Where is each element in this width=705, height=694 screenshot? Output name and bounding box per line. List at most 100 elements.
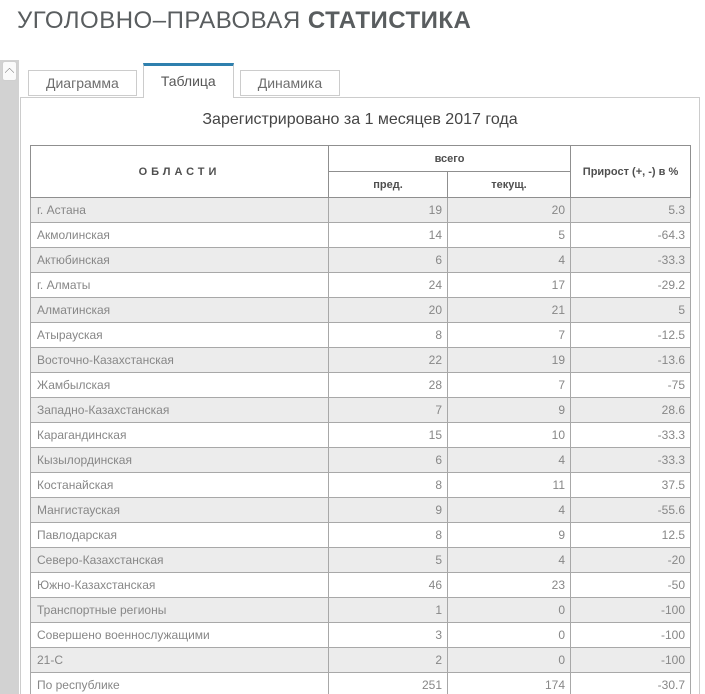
curr-cell: 174 <box>446 672 572 694</box>
region-cell: Костанайская <box>30 472 329 498</box>
curr-cell: 5 <box>446 222 572 248</box>
growth-cell: -20 <box>570 547 692 573</box>
region-cell: Северо-Казахстанская <box>30 547 329 573</box>
region-cell: Мангистауская <box>30 497 329 523</box>
region-cell: По республике <box>30 672 329 694</box>
growth-cell: -75 <box>570 372 692 398</box>
growth-cell: -64.3 <box>570 222 692 248</box>
table-row: Западно-Казахстанская 7 9 28.6 <box>30 397 692 423</box>
prev-cell: 7 <box>328 397 448 423</box>
page-title-regular: УГОЛОВНО–ПРАВОВАЯ <box>17 7 308 34</box>
region-cell: Акмолинская <box>30 222 329 248</box>
prev-cell: 20 <box>328 297 448 323</box>
curr-cell: 19 <box>446 347 572 373</box>
growth-cell: -50 <box>570 572 692 598</box>
growth-cell: -13.6 <box>570 347 692 373</box>
tab-diagram[interactable]: Диаграмма <box>28 70 137 96</box>
table-row: Акмолинская 14 5 -64.3 <box>30 222 692 248</box>
scroll-up-button[interactable] <box>2 61 17 81</box>
table-row: Алматинская 20 21 5 <box>30 297 692 323</box>
curr-cell: 0 <box>446 647 572 673</box>
header-prev: пред. <box>328 171 448 198</box>
curr-cell: 20 <box>446 197 572 223</box>
statistics-table: ОБЛАСТИ всего Прирост (+, -) в % пред. т… <box>30 145 692 694</box>
prev-cell: 9 <box>328 497 448 523</box>
region-cell: Атырауская <box>30 322 329 348</box>
left-scrollbar-track[interactable] <box>0 60 19 694</box>
header-curr: текущ. <box>446 171 572 198</box>
region-cell: Карагандинская <box>30 422 329 448</box>
prev-cell: 8 <box>328 322 448 348</box>
table-row: Мангистауская 9 4 -55.6 <box>30 497 692 523</box>
region-cell: Алматинская <box>30 297 329 323</box>
growth-cell: -33.3 <box>570 247 692 273</box>
table-row: Костанайская 8 11 37.5 <box>30 472 692 498</box>
tab-bar: Диаграмма Таблица Динамика <box>28 63 341 98</box>
prev-cell: 1 <box>328 597 448 623</box>
table-row: Актюбинская 6 4 -33.3 <box>30 247 692 273</box>
curr-cell: 0 <box>446 622 572 648</box>
tab-table[interactable]: Таблица <box>142 63 234 98</box>
prev-cell: 24 <box>328 272 448 298</box>
prev-cell: 6 <box>328 447 448 473</box>
growth-cell: -100 <box>570 647 692 673</box>
curr-cell: 17 <box>446 272 572 298</box>
growth-cell: -12.5 <box>570 322 692 348</box>
table-body: г. Астана 19 20 5.3 Акмолинская 14 5 -64.3 Актюб… <box>30 197 692 694</box>
growth-cell: -100 <box>570 622 692 648</box>
curr-cell: 4 <box>446 547 572 573</box>
region-cell: Павлодарская <box>30 522 329 548</box>
region-cell: Совершено военнослужащими <box>30 622 329 648</box>
table-row: Павлодарская 8 9 12.5 <box>30 522 692 548</box>
content-panel: Зарегистрировано за 1 месяцев 2017 года … <box>20 97 700 694</box>
growth-cell: -29.2 <box>570 272 692 298</box>
region-cell: Жамбылская <box>30 372 329 398</box>
curr-cell: 4 <box>446 447 572 473</box>
curr-cell: 9 <box>446 522 572 548</box>
curr-cell: 10 <box>446 422 572 448</box>
table-row: Кызылординская 6 4 -33.3 <box>30 447 692 473</box>
table-row: Совершено военнослужащими 3 0 -100 <box>30 622 692 648</box>
prev-cell: 8 <box>328 522 448 548</box>
curr-cell: 4 <box>446 497 572 523</box>
prev-cell: 3 <box>328 622 448 648</box>
page-title: УГОЛОВНО–ПРАВОВАЯ СТАТИСТИКА <box>17 7 471 35</box>
table-row: Северо-Казахстанская 5 4 -20 <box>30 547 692 573</box>
page-title-bold: СТАТИСТИКА <box>307 7 472 34</box>
header-growth: Прирост (+, -) в % <box>570 145 692 198</box>
growth-cell: 28.6 <box>570 397 692 423</box>
tab-dynamics[interactable]: Динамика <box>239 70 341 96</box>
region-cell: г. Астана <box>30 197 329 223</box>
curr-cell: 0 <box>446 597 572 623</box>
prev-cell: 46 <box>328 572 448 598</box>
growth-cell: -33.3 <box>570 422 692 448</box>
growth-cell: 12.5 <box>570 522 692 548</box>
curr-cell: 21 <box>446 297 572 323</box>
region-cell: Актюбинская <box>30 247 329 273</box>
table-row: Южно-Казахстанская 46 23 -50 <box>30 572 692 598</box>
prev-cell: 251 <box>328 672 448 694</box>
growth-cell: 5.3 <box>570 197 692 223</box>
table-caption: Зарегистрировано за 1 месяцев 2017 года <box>202 111 518 128</box>
region-cell: Кызылординская <box>30 447 329 473</box>
prev-cell: 15 <box>328 422 448 448</box>
table-row: г. Алматы 24 17 -29.2 <box>30 272 692 298</box>
table-row: г. Астана 19 20 5.3 <box>30 197 692 223</box>
curr-cell: 4 <box>446 247 572 273</box>
curr-cell: 11 <box>446 472 572 498</box>
prev-cell: 6 <box>328 247 448 273</box>
region-cell: Восточно-Казахстанская <box>30 347 329 373</box>
region-cell: 21-С <box>30 647 329 673</box>
table-row: Карагандинская 15 10 -33.3 <box>30 422 692 448</box>
growth-cell: -30.7 <box>570 672 692 694</box>
prev-cell: 28 <box>328 372 448 398</box>
growth-cell: -100 <box>570 597 692 623</box>
growth-cell: -55.6 <box>570 497 692 523</box>
header-regions: ОБЛАСТИ <box>30 145 329 198</box>
prev-cell: 14 <box>328 222 448 248</box>
table-header: ОБЛАСТИ всего Прирост (+, -) в % пред. т… <box>30 145 692 198</box>
curr-cell: 9 <box>446 397 572 423</box>
growth-cell: 37.5 <box>570 472 692 498</box>
table-row: Атырауская 8 7 -12.5 <box>30 322 692 348</box>
region-cell: Транспортные регионы <box>30 597 329 623</box>
